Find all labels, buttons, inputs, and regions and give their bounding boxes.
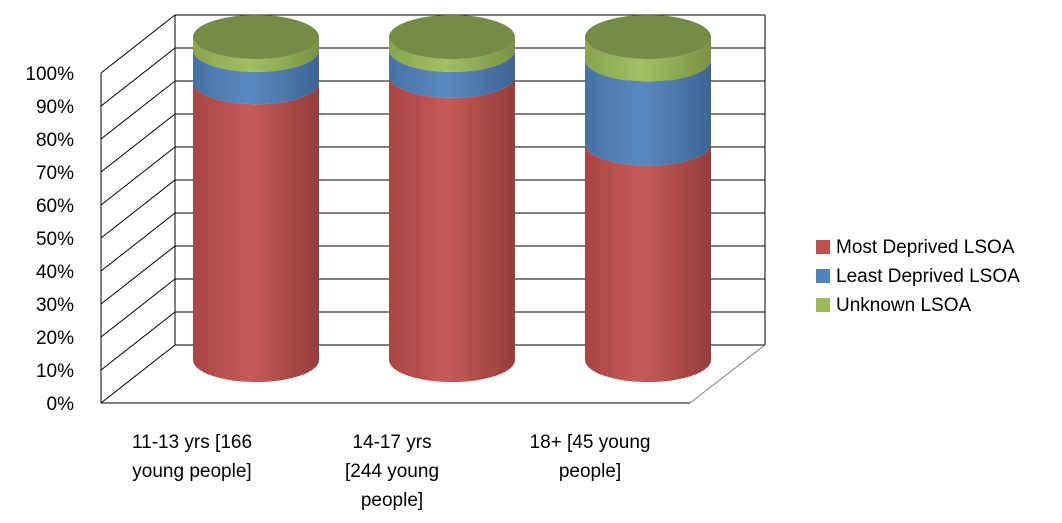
side-gridline (100, 146, 176, 206)
bar-segment (585, 143, 711, 382)
bar-top-cap (585, 15, 711, 59)
legend-swatch (816, 298, 830, 312)
bars (193, 15, 711, 382)
y-tick-label: 30% (36, 295, 74, 316)
y-tick-label: 70% (36, 163, 74, 184)
side-gridline (100, 311, 176, 371)
legend-swatch (816, 240, 830, 254)
y-tick-label: 10% (36, 361, 74, 382)
legend-label: Least Deprived LSOA (836, 266, 1020, 287)
category-label: 14-17 yrs (352, 432, 431, 453)
side-gridline (100, 179, 176, 239)
y-tick-label: 60% (36, 196, 74, 217)
y-axis-labels: 0% 10% 20% 30% 40% 50% 60% 70% 80% 90% 100% (25, 64, 74, 415)
bar-segment (585, 37, 711, 82)
category-label: 18+ [45 young (530, 432, 651, 453)
floor-right-edge (689, 344, 766, 404)
side-gridline (100, 278, 176, 338)
side-gridline (100, 80, 176, 140)
bar-segment (193, 49, 319, 105)
y-tick-label: 20% (36, 328, 74, 349)
bar-segment (585, 59, 711, 166)
bar-top-cap (193, 15, 319, 59)
category-label: [244 young (345, 461, 439, 482)
category-label: 11-13 yrs [166 (132, 432, 252, 453)
side-gridline (100, 344, 176, 404)
legend: Most Deprived LSOA Least Deprived LSOA Unk… (816, 237, 1020, 316)
side-gridline (100, 113, 176, 173)
y-tick-label: 90% (36, 97, 74, 118)
side-gridline (100, 245, 176, 305)
category-label: young people] (132, 461, 251, 482)
bar-segment (193, 37, 319, 72)
side-gridline (100, 212, 176, 272)
category-label: people] (361, 490, 423, 511)
side-gridline (100, 47, 176, 107)
bar-segment (193, 82, 319, 382)
y-tick-label: 0% (47, 394, 75, 415)
y-tick-label: 80% (36, 130, 74, 151)
legend-label: Unknown LSOA (836, 295, 972, 316)
bar-segment (389, 49, 515, 98)
legend-swatch (816, 269, 830, 283)
x-axis-labels: 11-13 yrs [166 young people] 14-17 yrs [244… (132, 432, 651, 511)
bar-segment (389, 37, 515, 72)
y-tick-label: 100% (25, 64, 74, 85)
bar-top-cap (389, 15, 515, 59)
y-tick-label: 40% (36, 262, 74, 283)
y-tick-label: 50% (36, 229, 74, 250)
side-gridline (100, 14, 176, 74)
category-label: people] (559, 461, 621, 482)
bar-segment (389, 75, 515, 382)
legend-label: Most Deprived LSOA (836, 237, 1015, 258)
